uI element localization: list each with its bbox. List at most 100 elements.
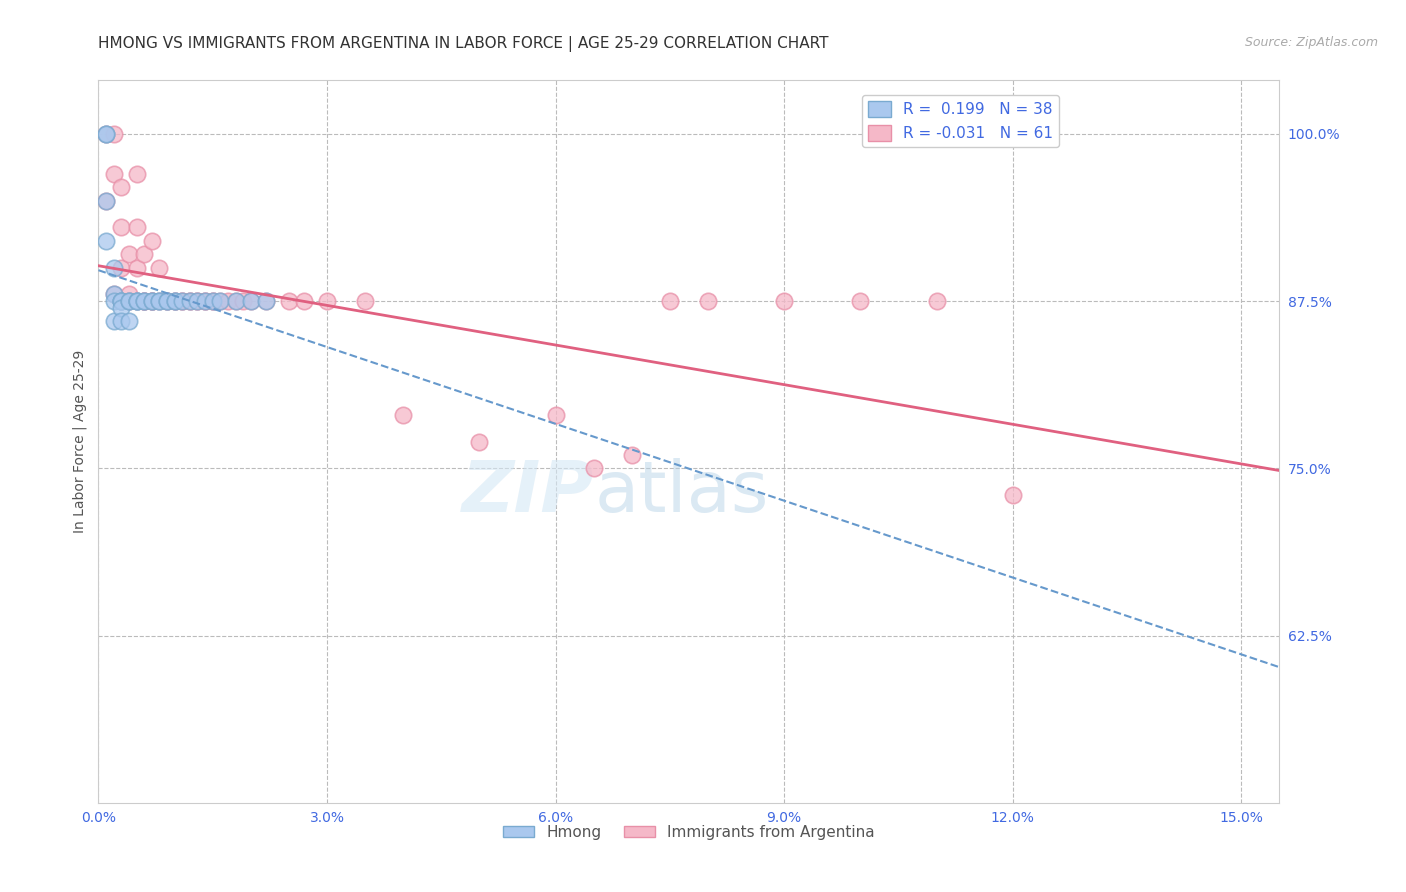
Point [141, 294, 163, 309]
Point [110, 260, 132, 275]
Point [134, 294, 156, 309]
Point [118, 247, 141, 261]
Point [156, 294, 179, 309]
Point [148, 260, 170, 275]
Point [179, 294, 201, 309]
Point [94, 127, 117, 141]
Point [697, 294, 720, 309]
Point [125, 294, 148, 309]
Point [658, 294, 681, 309]
Point [156, 294, 179, 309]
Point [141, 294, 163, 309]
Point [148, 294, 170, 309]
Point [277, 294, 299, 309]
Point [354, 294, 377, 309]
Point [925, 294, 948, 309]
Point [110, 314, 132, 328]
Point [217, 294, 239, 309]
Point [118, 294, 141, 309]
Point [225, 294, 247, 309]
Point [134, 294, 156, 309]
Point [194, 294, 217, 309]
Point [468, 434, 491, 449]
Point [125, 294, 148, 309]
Text: ZIP: ZIP [463, 458, 595, 526]
Point [103, 287, 125, 301]
Point [118, 287, 141, 301]
Point [110, 294, 132, 309]
Point [232, 294, 254, 309]
Point [134, 247, 156, 261]
Legend: Hmong, Immigrants from Argentina: Hmong, Immigrants from Argentina [498, 819, 880, 846]
Point [94, 194, 117, 208]
Point [172, 294, 194, 309]
Point [148, 294, 170, 309]
Point [94, 194, 117, 208]
Point [194, 294, 217, 309]
Point [125, 294, 148, 309]
Point [141, 294, 163, 309]
Point [209, 294, 232, 309]
Point [849, 294, 872, 309]
Point [201, 294, 224, 309]
Point [134, 294, 156, 309]
Point [103, 260, 125, 275]
Point [186, 294, 208, 309]
Point [134, 294, 156, 309]
Point [118, 294, 141, 309]
Point [141, 234, 163, 248]
Point [239, 294, 262, 309]
Point [125, 167, 148, 181]
Point [110, 220, 132, 235]
Point [544, 408, 567, 422]
Text: Source: ZipAtlas.com: Source: ZipAtlas.com [1244, 36, 1378, 49]
Point [110, 294, 132, 309]
Point [163, 294, 186, 309]
Point [225, 294, 247, 309]
Point [148, 294, 170, 309]
Point [201, 294, 224, 309]
Point [392, 408, 415, 422]
Point [194, 294, 217, 309]
Point [94, 234, 117, 248]
Point [103, 127, 125, 141]
Point [103, 314, 125, 328]
Point [103, 294, 125, 309]
Point [125, 260, 148, 275]
Point [620, 448, 643, 462]
Point [316, 294, 339, 309]
Point [103, 167, 125, 181]
Point [103, 287, 125, 301]
Point [773, 294, 796, 309]
Point [156, 294, 179, 309]
Point [239, 294, 262, 309]
Point [156, 294, 179, 309]
Point [201, 294, 224, 309]
Y-axis label: In Labor Force | Age 25-29: In Labor Force | Age 25-29 [73, 350, 87, 533]
Point [254, 294, 277, 309]
Point [292, 294, 315, 309]
Point [134, 294, 156, 309]
Point [163, 294, 186, 309]
Point [209, 294, 232, 309]
Point [125, 220, 148, 235]
Point [141, 294, 163, 309]
Point [172, 294, 194, 309]
Point [186, 294, 208, 309]
Point [1001, 488, 1024, 502]
Point [94, 127, 117, 141]
Point [110, 294, 132, 309]
Point [254, 294, 277, 309]
Point [179, 294, 201, 309]
Point [172, 294, 194, 309]
Point [582, 461, 605, 475]
Point [125, 294, 148, 309]
Text: HMONG VS IMMIGRANTS FROM ARGENTINA IN LABOR FORCE | AGE 25-29 CORRELATION CHART: HMONG VS IMMIGRANTS FROM ARGENTINA IN LA… [98, 36, 830, 52]
Point [118, 294, 141, 309]
Point [110, 294, 132, 309]
Point [94, 127, 117, 141]
Point [141, 294, 163, 309]
Point [163, 294, 186, 309]
Point [110, 180, 132, 194]
Point [118, 314, 141, 328]
